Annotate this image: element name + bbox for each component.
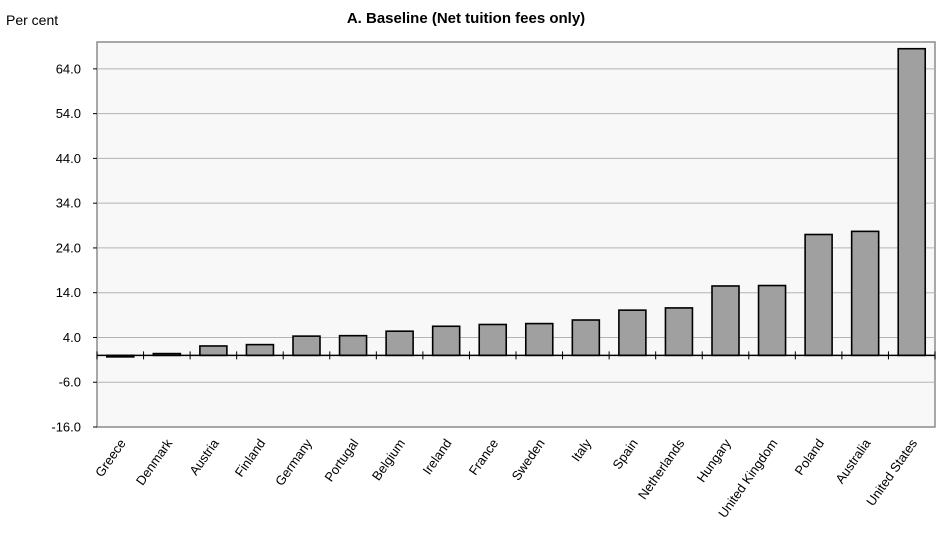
bar-spain xyxy=(618,309,647,357)
x-tick-label: Australia xyxy=(832,435,874,486)
x-tick-label: Austria xyxy=(186,435,222,477)
x-tick-label: Finland xyxy=(232,436,269,480)
x-tick-label: Poland xyxy=(792,436,828,478)
y-tick-label: 34.0 xyxy=(56,196,81,211)
x-tick-label: Greece xyxy=(92,436,129,480)
y-tick-label: -6.0 xyxy=(59,375,81,390)
gridlines xyxy=(93,68,935,428)
y-tick-label: 44.0 xyxy=(56,151,81,166)
bar-belgium xyxy=(385,330,414,357)
bar-netherlands xyxy=(664,307,694,357)
plot-area xyxy=(96,41,936,428)
x-tick-label: Spain xyxy=(609,436,640,472)
x-tick-label: Portugal xyxy=(321,436,361,484)
bar-france xyxy=(478,323,508,357)
y-tick-label: 54.0 xyxy=(56,106,81,121)
x-tick-labels: Greece Denmark Austria Finland Germany Portug… xyxy=(92,435,920,520)
x-tick-label: Germany xyxy=(272,436,315,489)
bar-united-kingdom xyxy=(757,284,787,357)
bar-germany xyxy=(292,335,321,357)
x-tick-label: Italy xyxy=(568,436,594,465)
bar-italy xyxy=(571,319,601,357)
x-tick-label: Belgium xyxy=(369,436,408,483)
bar-poland xyxy=(804,233,833,357)
y-tick-label: 14.0 xyxy=(56,285,81,300)
x-tick-label: Ireland xyxy=(420,436,455,477)
bar-united-states xyxy=(897,47,927,357)
y-tick-label: 4.0 xyxy=(63,330,81,345)
bar-ireland xyxy=(431,325,461,357)
bar-sweden xyxy=(524,322,554,357)
y-tick-label: -16.0 xyxy=(51,420,81,435)
y-tick-label: 24.0 xyxy=(56,240,81,255)
x-tick-label: Netherlands xyxy=(635,436,688,502)
bar-austria xyxy=(199,345,228,357)
y-tick-label: 64.0 xyxy=(56,61,81,76)
x-tick-label: France xyxy=(466,436,501,478)
x-tick-label: Denmark xyxy=(133,436,176,488)
bars xyxy=(105,47,927,358)
bar-portugal xyxy=(338,334,368,357)
bar-hungary xyxy=(711,285,740,357)
y-axis-label: Per cent xyxy=(6,12,58,28)
zero-axis xyxy=(96,351,936,360)
x-tick-label: Sweden xyxy=(508,436,547,483)
bar-finland xyxy=(245,343,275,357)
bar-australia xyxy=(850,230,880,357)
x-tick-label: Hungary xyxy=(693,436,734,485)
chart-title: A. Baseline (Net tuition fees only) xyxy=(347,10,585,27)
y-tick-labels: 64.0 54.0 44.0 34.0 24.0 14.0 4.0 -6.0 -16.0 xyxy=(51,61,81,434)
